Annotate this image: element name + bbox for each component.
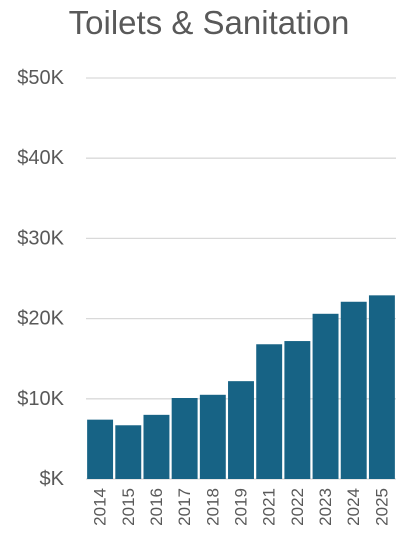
y-tick-label: $40K: [17, 147, 64, 169]
y-tick-label: $K: [40, 468, 65, 490]
chart-title: Toilets & Sanitation: [68, 4, 350, 41]
x-axis-ticks: 2014 2015 2016 2017 2018 2019 2021 2022 2023 2024…: [91, 488, 392, 526]
bars: [87, 295, 395, 479]
bar-2021: [256, 344, 283, 479]
x-tick-label: 2025: [372, 488, 391, 526]
bar-2023: [312, 313, 339, 479]
x-tick-label: 2015: [119, 488, 138, 526]
y-tick-label: $20K: [17, 308, 64, 330]
bar-2017: [171, 398, 198, 479]
y-tick-label: $30K: [17, 227, 64, 249]
bar-2022: [284, 341, 311, 479]
y-axis-ticks: $K $10K $20K $30K $40K $50K: [17, 67, 64, 490]
x-tick-label: 2022: [288, 488, 307, 526]
x-tick-label: 2017: [175, 488, 194, 526]
y-tick-label: $10K: [17, 388, 64, 410]
bar-2014: [87, 419, 114, 479]
x-tick-label: 2016: [147, 488, 166, 526]
bar-2015: [115, 425, 142, 479]
x-tick-label: 2023: [316, 488, 335, 526]
bar-2024: [340, 301, 367, 479]
x-tick-label: 2014: [91, 488, 110, 526]
x-tick-label: 2024: [344, 488, 363, 526]
x-tick-label: 2019: [232, 488, 251, 526]
x-tick-label: 2018: [203, 488, 222, 526]
x-tick-label: 2021: [260, 488, 279, 526]
bar-2018: [199, 394, 226, 479]
y-tick-label: $50K: [17, 67, 64, 89]
bar-2016: [143, 414, 170, 479]
bar-2025: [368, 295, 395, 479]
bar-2019: [228, 381, 254, 479]
